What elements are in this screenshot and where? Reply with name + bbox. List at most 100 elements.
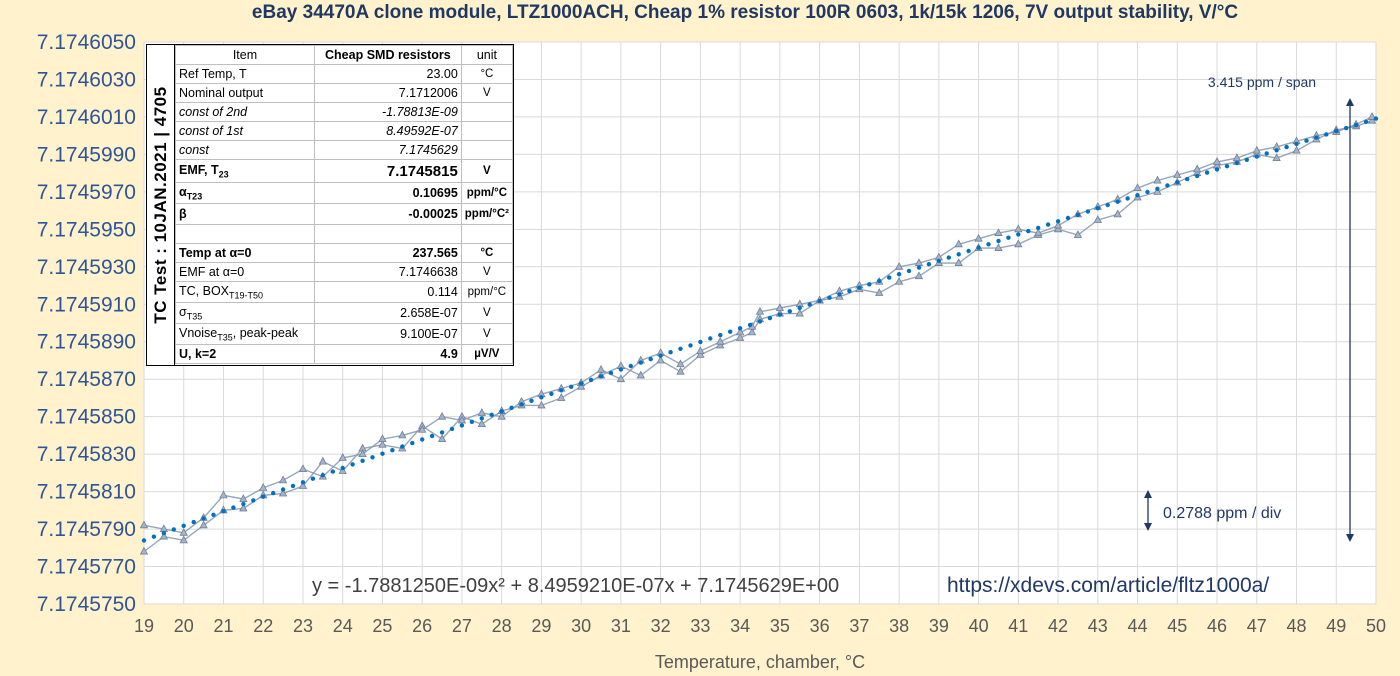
label-subscript: T23 [186, 191, 203, 202]
table-header-cell: unit [460, 45, 514, 65]
data-point-marker [259, 483, 268, 491]
trend-dot [1095, 206, 1101, 211]
trend-dot [211, 512, 216, 517]
table-cell-unit: °C [460, 243, 514, 263]
table-cell-label: Ref Temp, T [175, 64, 315, 84]
y-tick-label: 7.1745750 [37, 593, 136, 616]
trend-dot [231, 505, 236, 510]
table-cell-label [175, 224, 315, 244]
x-tick-label: 35 [770, 616, 790, 636]
trend-dot [559, 388, 564, 393]
data-point-marker [298, 464, 308, 473]
trend-dot [946, 255, 951, 260]
table-cell-label: σT35 [175, 302, 315, 324]
trend-dot [410, 440, 415, 446]
trend-dot [1294, 141, 1299, 147]
data-point-marker [239, 494, 248, 502]
data-point-marker [894, 261, 904, 270]
data-point-marker [1153, 175, 1162, 184]
trend-dot [728, 329, 733, 334]
trend-dot [1195, 173, 1200, 179]
trend-dot [1264, 151, 1269, 156]
trend-line-layer [141, 116, 1379, 543]
trend-dot [330, 469, 335, 474]
x-tick-label: 48 [1287, 616, 1307, 636]
trend-dot [1363, 119, 1369, 125]
x-axis-label: Temperature, chamber, °C [655, 652, 865, 672]
trend-dot [1254, 154, 1260, 159]
trend-dot [906, 268, 912, 274]
data-point-marker [437, 434, 447, 443]
y-axis-ticks: 7.1745750 7.1745770 7.1745790 7.1745810 7.17… [37, 31, 136, 616]
trend-dot [1165, 183, 1170, 188]
trend-dot [509, 405, 514, 410]
trend-dot [837, 292, 842, 297]
data-point-marker [1133, 183, 1142, 192]
data-point-marker [1053, 220, 1063, 229]
label-text: EMF at α=0 [179, 265, 245, 279]
table-cell-label: EMF at α=0 [175, 262, 315, 282]
data-point-marker [1252, 145, 1261, 154]
x-tick-label: 26 [412, 616, 432, 636]
trend-dot [1036, 225, 1041, 231]
table-row: VnoiseT35, peak-peak 9.100E-07 V [175, 323, 514, 345]
x-tick-label: 39 [929, 616, 949, 636]
label-subscript: T19-T50 [229, 290, 264, 301]
data-point-marker [477, 408, 486, 416]
x-tick-label: 28 [492, 616, 512, 636]
trend-dot [1175, 180, 1180, 185]
data-point-marker [1212, 157, 1222, 165]
table-cell-value: 7.1712006 [313, 83, 462, 103]
parameter-table: Item Cheap SMD resistors unit Ref Temp, T 23… [175, 45, 514, 364]
x-tick-label: 37 [849, 616, 869, 636]
table-header-cell: Cheap SMD resistors [313, 45, 462, 65]
data-point-marker [696, 350, 705, 358]
trend-dot [1075, 212, 1081, 217]
data-point-marker [318, 456, 328, 465]
data-point-marker [298, 481, 308, 489]
trend-dot [459, 423, 465, 428]
table-row: Ref Temp, T 23.00 °C [175, 64, 514, 84]
trend-dot [161, 530, 167, 536]
trend-dot [867, 282, 872, 287]
trend-dot [598, 374, 604, 379]
trend-dot [1334, 129, 1339, 134]
x-tick-label: 42 [1048, 616, 1068, 636]
source-url[interactable]: https://xdevs.com/article/fltz1000a/ [947, 574, 1269, 597]
data-point-marker [537, 400, 546, 409]
table-row: αT23 0.10695 ppm/°C [175, 182, 514, 204]
x-tick-label: 25 [372, 616, 392, 636]
label-text: Vnoise [179, 325, 218, 340]
trend-dot [976, 245, 981, 250]
trend-dot [996, 238, 1001, 244]
x-tick-label: 38 [889, 616, 909, 636]
table-cell-value [313, 224, 462, 244]
info-panel: TC Test : 10JAN.2021 | 4705 Item Cheap SM… [146, 44, 514, 366]
data-point-marker [378, 439, 387, 448]
data-point-marker [636, 370, 645, 379]
x-tick-label: 33 [690, 616, 710, 636]
trend-dot [1145, 189, 1150, 195]
table-cell-unit: V [460, 302, 514, 324]
trend-dot [827, 295, 832, 300]
label-text: Temp at α=0 [179, 246, 252, 260]
trend-dot [519, 402, 524, 407]
data-point-marker [378, 434, 387, 443]
label-subscript: T35 [186, 311, 203, 322]
data-point-marker [338, 466, 347, 474]
trend-dot [896, 272, 902, 277]
trend-dot [469, 419, 475, 424]
data-point-marker [1232, 153, 1242, 162]
table-cell-value: 23.00 [313, 64, 462, 84]
trendline-equation: y = -1.7881250E-09x² + 8.4959210E-07x + … [312, 575, 839, 597]
label-text: Nominal output [179, 86, 264, 100]
table-cell-unit: V [460, 262, 514, 282]
table-cell-label: β [175, 203, 315, 225]
data-point-marker [219, 490, 228, 499]
trend-dot [1324, 132, 1329, 137]
x-tick-label: 20 [174, 616, 194, 636]
trend-dot [350, 462, 355, 467]
table-cell-value: 0.10695 [313, 182, 462, 204]
span-arrow-head-bottom [1346, 534, 1354, 542]
y-tick-label: 7.1745970 [37, 181, 136, 204]
